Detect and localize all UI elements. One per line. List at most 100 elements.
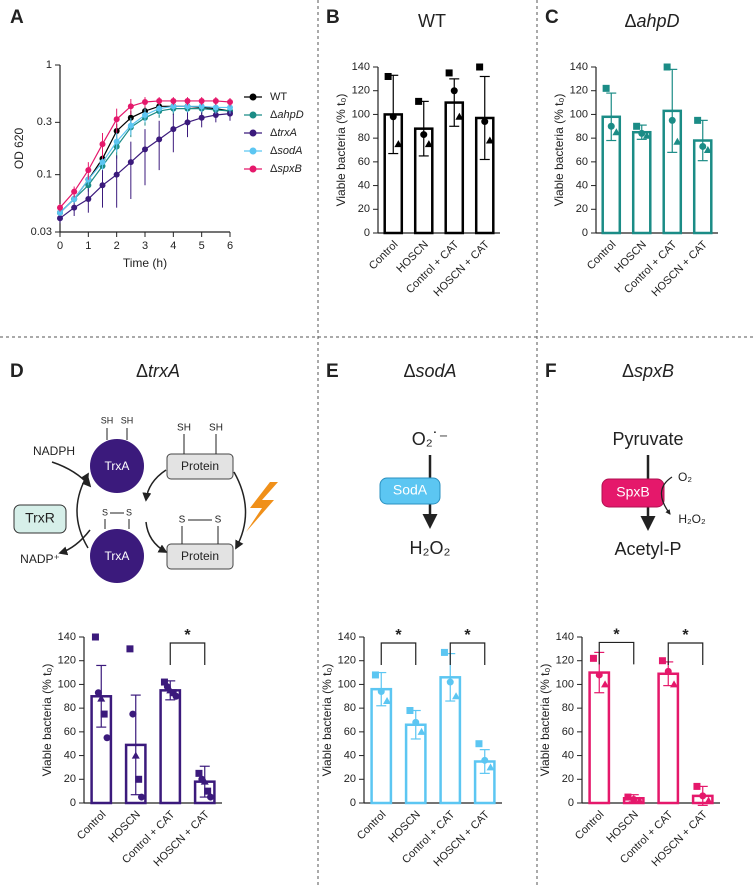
data-point — [103, 734, 111, 742]
panel-letter: F — [545, 361, 557, 382]
point — [142, 98, 148, 105]
y-axis-label: Viable bacteria (% t₀) — [320, 664, 334, 777]
panel-letter: A — [10, 7, 24, 28]
point — [85, 167, 92, 174]
significance-label: * — [184, 627, 191, 644]
y-tick-label: 60 — [358, 156, 370, 168]
data-point — [602, 84, 610, 92]
data-point — [131, 751, 140, 759]
point — [184, 119, 191, 126]
point — [156, 105, 163, 112]
data-point — [595, 671, 603, 679]
data-point — [446, 678, 454, 686]
significance-bracket — [380, 642, 417, 665]
data-point — [476, 63, 484, 71]
x-tick-label: 3 — [142, 240, 148, 252]
trxa-reduced: TrxA — [105, 459, 130, 473]
data-point — [97, 694, 106, 702]
acetyl-p: Acetyl-P — [614, 539, 681, 559]
point — [227, 104, 233, 111]
x-tick-label: 4 — [170, 240, 176, 252]
data-point — [377, 688, 385, 696]
y-tick-label: 0.3 — [37, 116, 52, 128]
legend-marker — [249, 147, 257, 155]
y-tick-label: 80 — [562, 702, 574, 714]
point — [184, 103, 191, 110]
point — [227, 98, 233, 105]
y-tick-label: 100 — [338, 678, 356, 690]
trxr-label: TrxR — [25, 510, 55, 526]
data-point — [694, 116, 702, 124]
data-point — [612, 128, 621, 136]
x-tick-label: HOSCN + CAT — [432, 238, 493, 299]
data-point — [699, 142, 707, 150]
thiol: SH — [177, 423, 191, 434]
point — [71, 188, 78, 195]
point — [99, 159, 106, 166]
significance-label: * — [464, 627, 471, 644]
y-tick-label: 100 — [352, 108, 370, 120]
y-tick-label: 120 — [338, 655, 356, 667]
legend-marker — [249, 111, 257, 119]
panel-letter: E — [326, 361, 339, 382]
data-point — [169, 689, 177, 697]
chart-title: ΔtrxA — [136, 361, 180, 381]
point — [170, 97, 177, 104]
data-point — [693, 782, 701, 790]
y-tick-label: 80 — [344, 702, 356, 714]
point — [198, 114, 205, 121]
x-tick-label: 6 — [227, 240, 233, 252]
point — [156, 136, 163, 143]
data-point — [126, 645, 134, 653]
point — [198, 97, 205, 104]
bar — [657, 672, 680, 805]
point — [156, 97, 163, 104]
legend-marker — [249, 129, 257, 137]
data-point — [200, 777, 209, 785]
bar — [631, 130, 652, 235]
panel-letter: B — [326, 7, 340, 28]
data-point — [450, 87, 458, 95]
oxygen: O₂ — [678, 470, 692, 484]
y-axis-label: Viable bacteria (% t₀) — [538, 664, 552, 777]
y-tick-label: 20 — [358, 203, 370, 215]
data-point — [424, 140, 433, 148]
peroxide: H₂O₂ — [410, 538, 451, 558]
y-axis-label: OD 620 — [12, 127, 26, 169]
data-point — [195, 769, 203, 777]
panel-letter: D — [10, 361, 24, 382]
data-point — [129, 710, 137, 718]
y-tick-label: 20 — [576, 203, 588, 215]
y-tick-label: 0 — [70, 797, 76, 809]
x-tick-label: Control — [355, 809, 389, 843]
thiol: SH — [121, 415, 134, 425]
point — [127, 159, 134, 166]
data-point — [172, 692, 180, 700]
sulfur: S — [215, 515, 222, 526]
y-tick-label: 40 — [576, 179, 588, 191]
data-point — [607, 122, 615, 130]
data-point — [160, 678, 168, 686]
data-point — [668, 116, 676, 124]
data-point — [481, 756, 489, 764]
y-tick-label: 1 — [46, 59, 52, 71]
y-tick-label: 40 — [64, 749, 76, 761]
y-tick-label: 120 — [570, 85, 588, 97]
y-tick-label: 20 — [562, 773, 574, 785]
y-tick-label: 120 — [58, 655, 76, 667]
data-point — [406, 707, 414, 715]
x-tick-label: Control — [573, 809, 607, 843]
data-point — [455, 112, 464, 120]
data-point — [100, 710, 108, 718]
point — [99, 141, 106, 148]
data-point — [601, 680, 610, 688]
data-point — [664, 667, 672, 675]
sulfur: S — [179, 515, 186, 526]
bar — [159, 689, 182, 805]
data-point — [389, 113, 397, 121]
data-point — [485, 136, 494, 144]
y-tick-label: 20 — [344, 773, 356, 785]
point — [113, 138, 120, 145]
